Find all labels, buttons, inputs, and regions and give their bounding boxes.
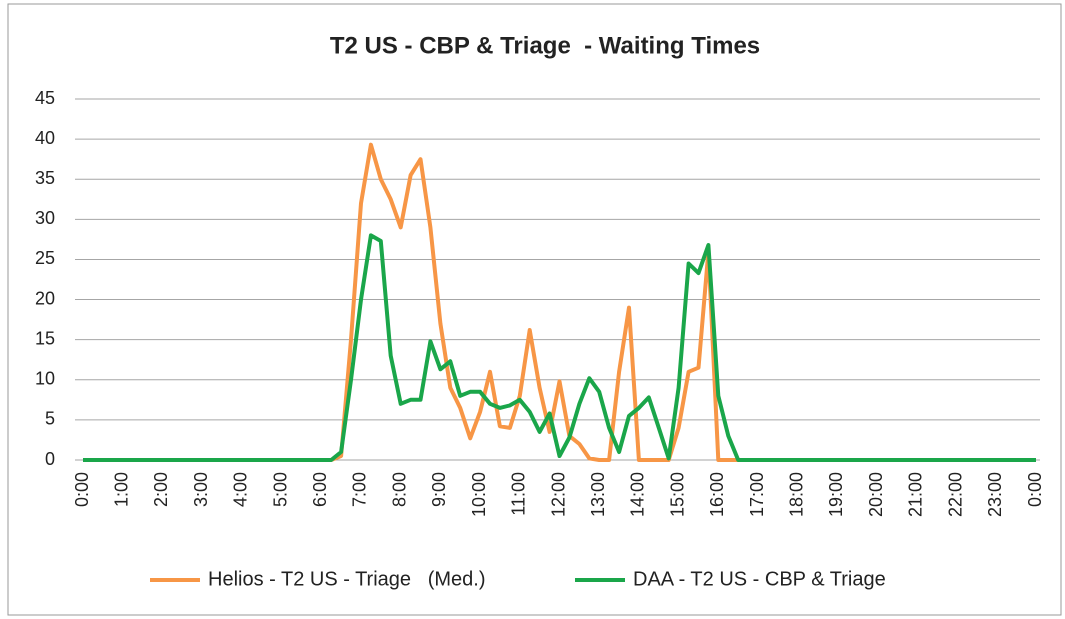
y-tick-label: 30 xyxy=(35,208,55,228)
x-tick-label: 18:00 xyxy=(787,472,807,517)
x-tick-label: 3:00 xyxy=(191,472,211,507)
y-tick-label: 20 xyxy=(35,288,55,308)
x-tick-label: 20:00 xyxy=(866,472,886,517)
x-tick-label: 10:00 xyxy=(469,472,489,517)
x-tick-label: 23:00 xyxy=(985,472,1005,517)
x-tick-label: 22:00 xyxy=(945,472,965,517)
x-tick-label: 0:00 xyxy=(1025,472,1045,507)
y-tick-label: 0 xyxy=(45,449,55,469)
x-tick-label: 13:00 xyxy=(588,472,608,517)
x-tick-label: 1:00 xyxy=(111,472,131,507)
chart-frame xyxy=(7,3,1062,616)
x-tick-label: 19:00 xyxy=(826,472,846,517)
y-tick-label: 10 xyxy=(35,369,55,389)
x-tick-label: 12:00 xyxy=(548,472,568,517)
series-line xyxy=(83,233,1036,462)
x-tick-label: 11:00 xyxy=(509,472,529,516)
legend-label: DAA - T2 US - CBP & Triage xyxy=(633,568,886,590)
x-tick-label: 0:00 xyxy=(72,472,92,507)
chart-title: T2 US - CBP & Triage - Waiting Times xyxy=(330,32,760,59)
x-tick-label: 2:00 xyxy=(151,472,171,507)
x-tick-label: 14:00 xyxy=(628,472,648,517)
y-tick-label: 25 xyxy=(35,248,55,268)
y-tick-label: 15 xyxy=(35,328,55,348)
x-tick-label: 21:00 xyxy=(906,472,926,517)
y-tick-label: 5 xyxy=(45,409,55,429)
x-tick-label: 16:00 xyxy=(707,472,727,517)
y-tick-label: 45 xyxy=(35,88,55,108)
x-tick-label: 7:00 xyxy=(350,472,370,507)
x-tick-label: 17:00 xyxy=(747,472,767,517)
x-tick-label: 6:00 xyxy=(310,472,330,507)
y-tick-label: 40 xyxy=(35,128,55,148)
legend-label: Helios - T2 US - Triage (Med.) xyxy=(208,568,485,590)
y-tick-label: 35 xyxy=(35,168,55,188)
x-tick-label: 9:00 xyxy=(429,472,449,507)
x-tick-label: 8:00 xyxy=(389,472,409,507)
x-tick-label: 15:00 xyxy=(667,472,687,517)
x-tick-label: 4:00 xyxy=(231,472,251,507)
x-tick-label: 5:00 xyxy=(270,472,290,507)
